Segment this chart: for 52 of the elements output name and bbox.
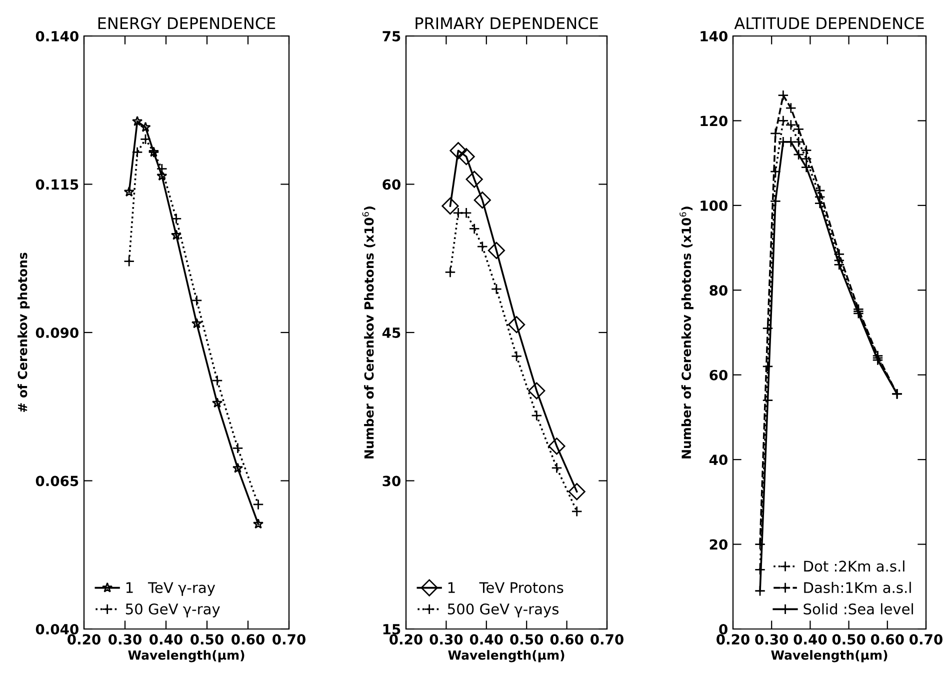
x-tick-label: 0.50 (190, 634, 224, 645)
y-axis-title: Number of Cerenkov photons (x10$^{6}$) (680, 206, 694, 458)
x-tick-label: 0.30 (108, 634, 142, 645)
x-tick-label: 0.60 (550, 634, 584, 645)
y-axis-title: # of Cerenkov photons (18, 252, 30, 412)
x-tick-label: 0.50 (832, 634, 866, 645)
y-tick-label: 0.090 (36, 327, 78, 338)
y-tick-label: 0.115 (36, 179, 78, 190)
legend-label: Solid :Sea level (804, 603, 913, 615)
chart-title: ENERGY DEPENDENCE (98, 17, 276, 30)
y-tick-label: 0.065 (36, 476, 78, 486)
y-tick-label: 75 (382, 31, 400, 42)
y-tick-label: 60 (382, 179, 400, 190)
y-tick-label: 60 (710, 370, 728, 380)
legend-label: 50 GeV γ-ray (126, 603, 220, 618)
y-tick-label: 30 (382, 476, 400, 486)
y-tick-label: 100 (700, 200, 728, 211)
x-tick-label: 0.50 (510, 634, 544, 645)
legend-label: 1 TeV γ-ray (126, 582, 216, 596)
x-tick-label: 0.20 (716, 634, 750, 645)
y-tick-label: 20 (710, 539, 728, 550)
x-tick-label: 0.30 (430, 634, 463, 645)
y-tick-label: 140 (700, 30, 728, 42)
y-tick-label: 120 (700, 116, 728, 126)
x-axis-title: Wavelength(μm) (448, 650, 564, 662)
x-tick-label: 0.60 (232, 634, 264, 645)
x-axis-title: Wavelength(μm) (128, 650, 244, 662)
x-tick-label: 0.70 (910, 634, 942, 645)
legend-label: Dot :2Km a.s.l (804, 560, 904, 572)
y-tick-label: 0.140 (36, 30, 78, 42)
x-tick-label: 0.20 (68, 634, 100, 645)
x-tick-label: 0.70 (590, 634, 624, 645)
x-tick-label: 0.30 (755, 634, 788, 645)
x-axis-title: Wavelength(μm) (771, 650, 888, 662)
y-axis-title: Number of Cerenkov Photons (x10$^{6}$) (362, 206, 376, 458)
x-tick-label: 0.70 (272, 634, 306, 645)
chart-title: PRIMARY DEPENDENCE (416, 17, 598, 30)
y-tick-label: 45 (382, 328, 400, 338)
y-tick-label: 0.040 (36, 624, 78, 634)
legend-label: 1 TeV Protons (448, 582, 564, 594)
legend-label: Dash:1Km a.s.l (804, 582, 911, 594)
y-tick-label: 80 (710, 285, 728, 296)
y-tick-label: 40 (709, 454, 728, 466)
x-tick-label: 0.40 (794, 634, 827, 645)
x-tick-label: 0.20 (390, 634, 422, 645)
y-tick-label: 0 (719, 624, 728, 634)
x-tick-label: 0.40 (470, 634, 503, 645)
legend-label: 500 GeV γ-rays (448, 603, 559, 618)
chart-title: ALTITUDE DEPENDENCE (734, 17, 924, 30)
x-tick-label: 0.40 (150, 634, 182, 645)
x-tick-label: 0.60 (870, 634, 904, 645)
y-tick-label: 15 (383, 624, 400, 634)
